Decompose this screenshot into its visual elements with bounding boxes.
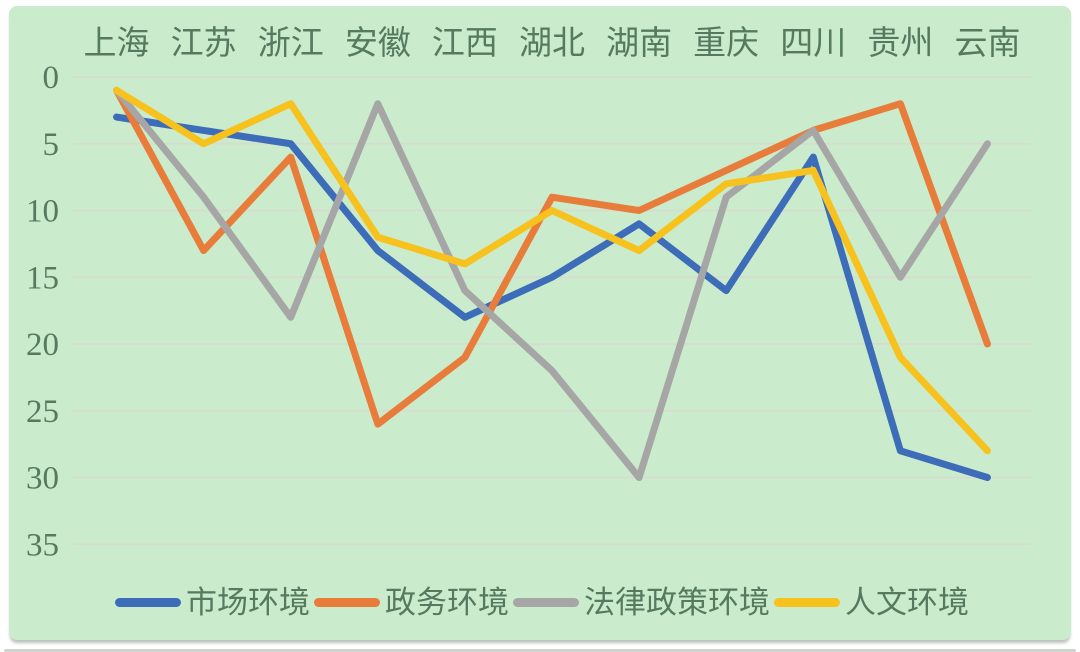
series-line-3 — [113, 86, 991, 481]
legend-item: 法律政策环境 — [509, 587, 770, 618]
y-axis-tick-label: 15 — [26, 260, 59, 296]
legend-label: 政务环境 — [385, 584, 509, 620]
legend-swatch-icon — [774, 597, 840, 607]
x-axis-category-label: 四川 — [780, 26, 846, 62]
series-line-2 — [113, 86, 991, 428]
y-axis-tick-label: 0 — [43, 60, 60, 96]
y-axis-tick-label: 30 — [26, 461, 59, 497]
legend-label: 市场环境 — [186, 584, 310, 620]
series-line-1 — [113, 113, 991, 481]
legend-item: 人文环境 — [770, 587, 969, 618]
y-axis-tick-label: 5 — [43, 127, 60, 163]
y-axis-tick-label: 20 — [26, 327, 59, 363]
legend-swatch-icon — [115, 597, 181, 607]
line-chart: 0 5 10 15 20 25 30 35 上海 江苏 浙江 安徽 江西 湖北 湖南 重庆 四川 贵州 云南 — [26, 25, 1031, 563]
legend-item: 政务环境 — [310, 587, 509, 618]
y-axis-tick-label: 25 — [26, 394, 59, 430]
x-axis-category-label: 湖南 — [606, 25, 672, 62]
x-axis-category-label: 重庆 — [693, 25, 759, 62]
x-axis-category-label: 湖北 — [519, 26, 585, 62]
x-axis-category-label: 浙江 — [258, 26, 324, 62]
legend-label: 法律政策环境 — [584, 584, 770, 620]
y-axis-tick-label: 10 — [26, 194, 59, 230]
x-axis-category-label: 江苏 — [171, 25, 237, 62]
x-axis-category-label: 安徽 — [345, 25, 411, 62]
chart-legend: 市场环境 政务环境 法律政策环境 人文环境 — [0, 582, 1080, 622]
legend-swatch-icon — [314, 597, 380, 607]
series-line-4 — [113, 86, 991, 455]
x-axis: 上海 江苏 浙江 安徽 江西 湖北 湖南 重庆 四川 贵州 云南 — [84, 25, 1021, 62]
x-axis-category-label: 江西 — [432, 26, 498, 62]
gridlines — [73, 76, 1031, 546]
legend-item: 市场环境 — [111, 587, 310, 618]
x-axis-category-label: 贵州 — [867, 25, 933, 62]
legend-swatch-icon — [513, 597, 579, 607]
y-axis: 0 5 10 15 20 25 30 35 — [26, 60, 59, 563]
page-bottom-divider — [4, 649, 1076, 652]
legend-label: 人文环境 — [845, 584, 969, 620]
x-axis-category-label: 云南 — [954, 25, 1020, 62]
x-axis-category-label: 上海 — [84, 25, 150, 62]
y-axis-tick-label: 35 — [26, 527, 59, 563]
chart-panel — [9, 6, 1071, 640]
